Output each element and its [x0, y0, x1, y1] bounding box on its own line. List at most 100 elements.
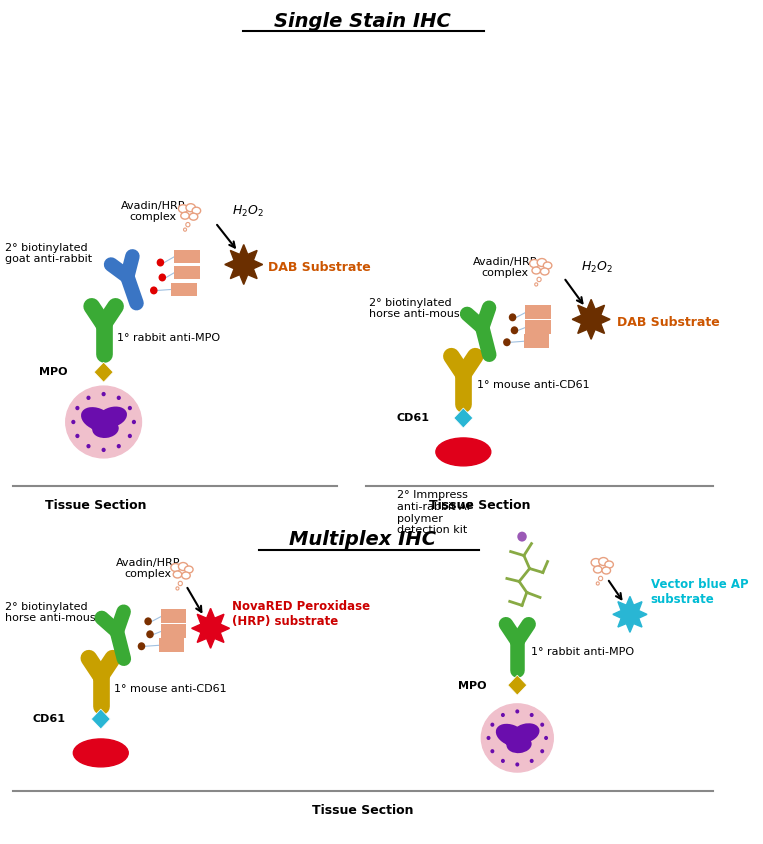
Circle shape: [137, 642, 145, 651]
FancyBboxPatch shape: [161, 625, 186, 638]
Text: 1° mouse anti-CD61: 1° mouse anti-CD61: [114, 684, 227, 693]
Ellipse shape: [81, 408, 113, 431]
Ellipse shape: [537, 259, 546, 268]
Ellipse shape: [179, 563, 188, 571]
FancyBboxPatch shape: [174, 251, 200, 264]
Polygon shape: [94, 363, 113, 382]
Ellipse shape: [436, 438, 491, 466]
Text: 2° Immpress
anti-rabbit AP
polymer
detection kit: 2° Immpress anti-rabbit AP polymer detec…: [397, 490, 474, 534]
Text: 1° rabbit anti-MPO: 1° rabbit anti-MPO: [117, 333, 220, 343]
Circle shape: [117, 445, 121, 449]
Circle shape: [86, 445, 91, 449]
Circle shape: [132, 420, 136, 425]
Ellipse shape: [511, 723, 539, 744]
Circle shape: [544, 736, 548, 740]
Text: Tissue Section: Tissue Section: [45, 498, 146, 511]
Text: Avadin/HRP
complex: Avadin/HRP complex: [121, 201, 185, 222]
Polygon shape: [192, 609, 230, 648]
Circle shape: [537, 278, 541, 283]
Ellipse shape: [185, 566, 193, 573]
Ellipse shape: [179, 205, 188, 214]
Ellipse shape: [98, 407, 127, 428]
FancyBboxPatch shape: [172, 284, 197, 297]
Text: 1° mouse anti-CD61: 1° mouse anti-CD61: [477, 380, 589, 390]
Ellipse shape: [602, 567, 610, 574]
Text: MPO: MPO: [39, 367, 68, 376]
Circle shape: [144, 618, 152, 625]
Circle shape: [510, 327, 518, 335]
Ellipse shape: [530, 260, 539, 268]
Ellipse shape: [66, 387, 141, 458]
Circle shape: [515, 762, 520, 766]
Circle shape: [491, 722, 494, 727]
Text: 1° rabbit anti-MPO: 1° rabbit anti-MPO: [532, 647, 635, 657]
Circle shape: [535, 284, 538, 287]
Ellipse shape: [181, 213, 189, 220]
Text: 2° biotinylated
horse anti-mouse: 2° biotinylated horse anti-mouse: [369, 297, 466, 319]
Text: Tissue Section: Tissue Section: [312, 803, 414, 816]
Ellipse shape: [591, 559, 600, 567]
Circle shape: [530, 759, 533, 763]
Circle shape: [501, 759, 505, 763]
Circle shape: [179, 582, 182, 586]
Circle shape: [598, 576, 603, 581]
FancyBboxPatch shape: [161, 609, 186, 624]
FancyBboxPatch shape: [526, 306, 551, 320]
Circle shape: [487, 736, 491, 740]
Circle shape: [503, 339, 510, 347]
Ellipse shape: [173, 571, 182, 578]
Text: Multiplex IHC: Multiplex IHC: [289, 529, 436, 549]
Ellipse shape: [186, 204, 195, 213]
Circle shape: [146, 630, 154, 639]
Text: $H_2O_2$: $H_2O_2$: [233, 204, 264, 219]
FancyBboxPatch shape: [523, 335, 549, 349]
Polygon shape: [613, 597, 647, 632]
Circle shape: [176, 587, 179, 590]
Text: $H_2O_2$: $H_2O_2$: [581, 260, 613, 275]
Circle shape: [501, 713, 505, 717]
Ellipse shape: [171, 564, 180, 572]
Circle shape: [491, 749, 494, 754]
Ellipse shape: [594, 566, 602, 573]
Text: 2° biotinylated
horse anti-mouse: 2° biotinylated horse anti-mouse: [5, 601, 103, 622]
Ellipse shape: [192, 208, 201, 215]
Text: NovaRED Peroxidase
(HRP) substrate: NovaRED Peroxidase (HRP) substrate: [233, 599, 371, 628]
Text: Tissue Section: Tissue Section: [429, 498, 530, 511]
Text: Single Stain IHC: Single Stain IHC: [274, 12, 451, 30]
Polygon shape: [454, 408, 473, 429]
Ellipse shape: [605, 561, 613, 568]
Ellipse shape: [532, 268, 540, 274]
Circle shape: [596, 582, 599, 586]
Circle shape: [540, 722, 544, 727]
Circle shape: [159, 274, 166, 282]
Text: Avadin/HRP
complex: Avadin/HRP complex: [116, 557, 180, 579]
Circle shape: [186, 223, 190, 228]
FancyBboxPatch shape: [159, 639, 185, 652]
Circle shape: [150, 287, 158, 295]
Circle shape: [127, 435, 132, 439]
Polygon shape: [508, 675, 526, 695]
Circle shape: [127, 406, 132, 411]
FancyBboxPatch shape: [174, 267, 200, 280]
Circle shape: [530, 713, 533, 717]
Polygon shape: [92, 709, 110, 729]
Ellipse shape: [481, 704, 553, 772]
Circle shape: [509, 314, 517, 322]
Text: DAB Substrate: DAB Substrate: [617, 316, 720, 328]
Ellipse shape: [73, 739, 128, 767]
Text: CD61: CD61: [33, 713, 66, 723]
Ellipse shape: [189, 214, 198, 221]
Ellipse shape: [90, 418, 110, 436]
Text: CD61: CD61: [396, 413, 430, 423]
Text: Vector blue AP
substrate: Vector blue AP substrate: [651, 578, 749, 606]
Ellipse shape: [507, 736, 532, 753]
Circle shape: [101, 392, 106, 397]
FancyBboxPatch shape: [526, 321, 551, 335]
Circle shape: [76, 406, 79, 411]
Ellipse shape: [504, 733, 523, 750]
Text: 2° biotinylated
goat anti-rabbit: 2° biotinylated goat anti-rabbit: [5, 242, 92, 264]
Circle shape: [117, 396, 121, 401]
Polygon shape: [225, 246, 262, 285]
Circle shape: [540, 749, 544, 754]
Ellipse shape: [543, 262, 552, 270]
